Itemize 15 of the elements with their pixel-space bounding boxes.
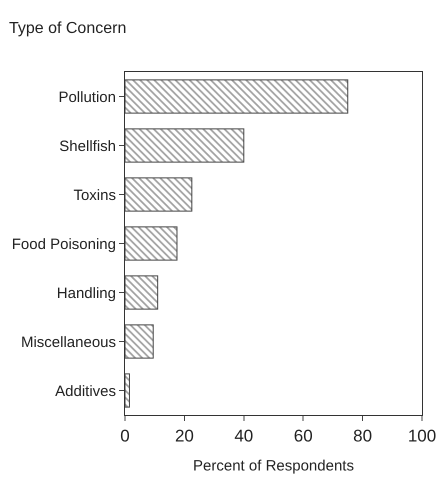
y-tick-label: Additives — [55, 382, 116, 400]
y-tick-label: Shellfish — [59, 138, 116, 155]
y-tick-label: Food Poisoning — [12, 236, 116, 253]
x-tick-label: 60 — [294, 426, 313, 446]
x-tick-label: 0 — [120, 426, 130, 446]
y-tick-label: Toxins — [73, 186, 116, 204]
chart-title: Type of Concern — [8, 20, 126, 37]
y-tick-label: Miscellaneous — [20, 334, 116, 351]
x-tick-label: 80 — [353, 426, 372, 446]
x-tick-label: 40 — [234, 426, 254, 446]
x-tick-label: 100 — [408, 426, 436, 446]
x-axis-title: Percent of Respondents — [193, 457, 354, 474]
y-tick-label: Handling — [56, 284, 116, 302]
x-tick-label: 20 — [174, 426, 194, 446]
y-tick-label: Pollution — [58, 88, 116, 106]
